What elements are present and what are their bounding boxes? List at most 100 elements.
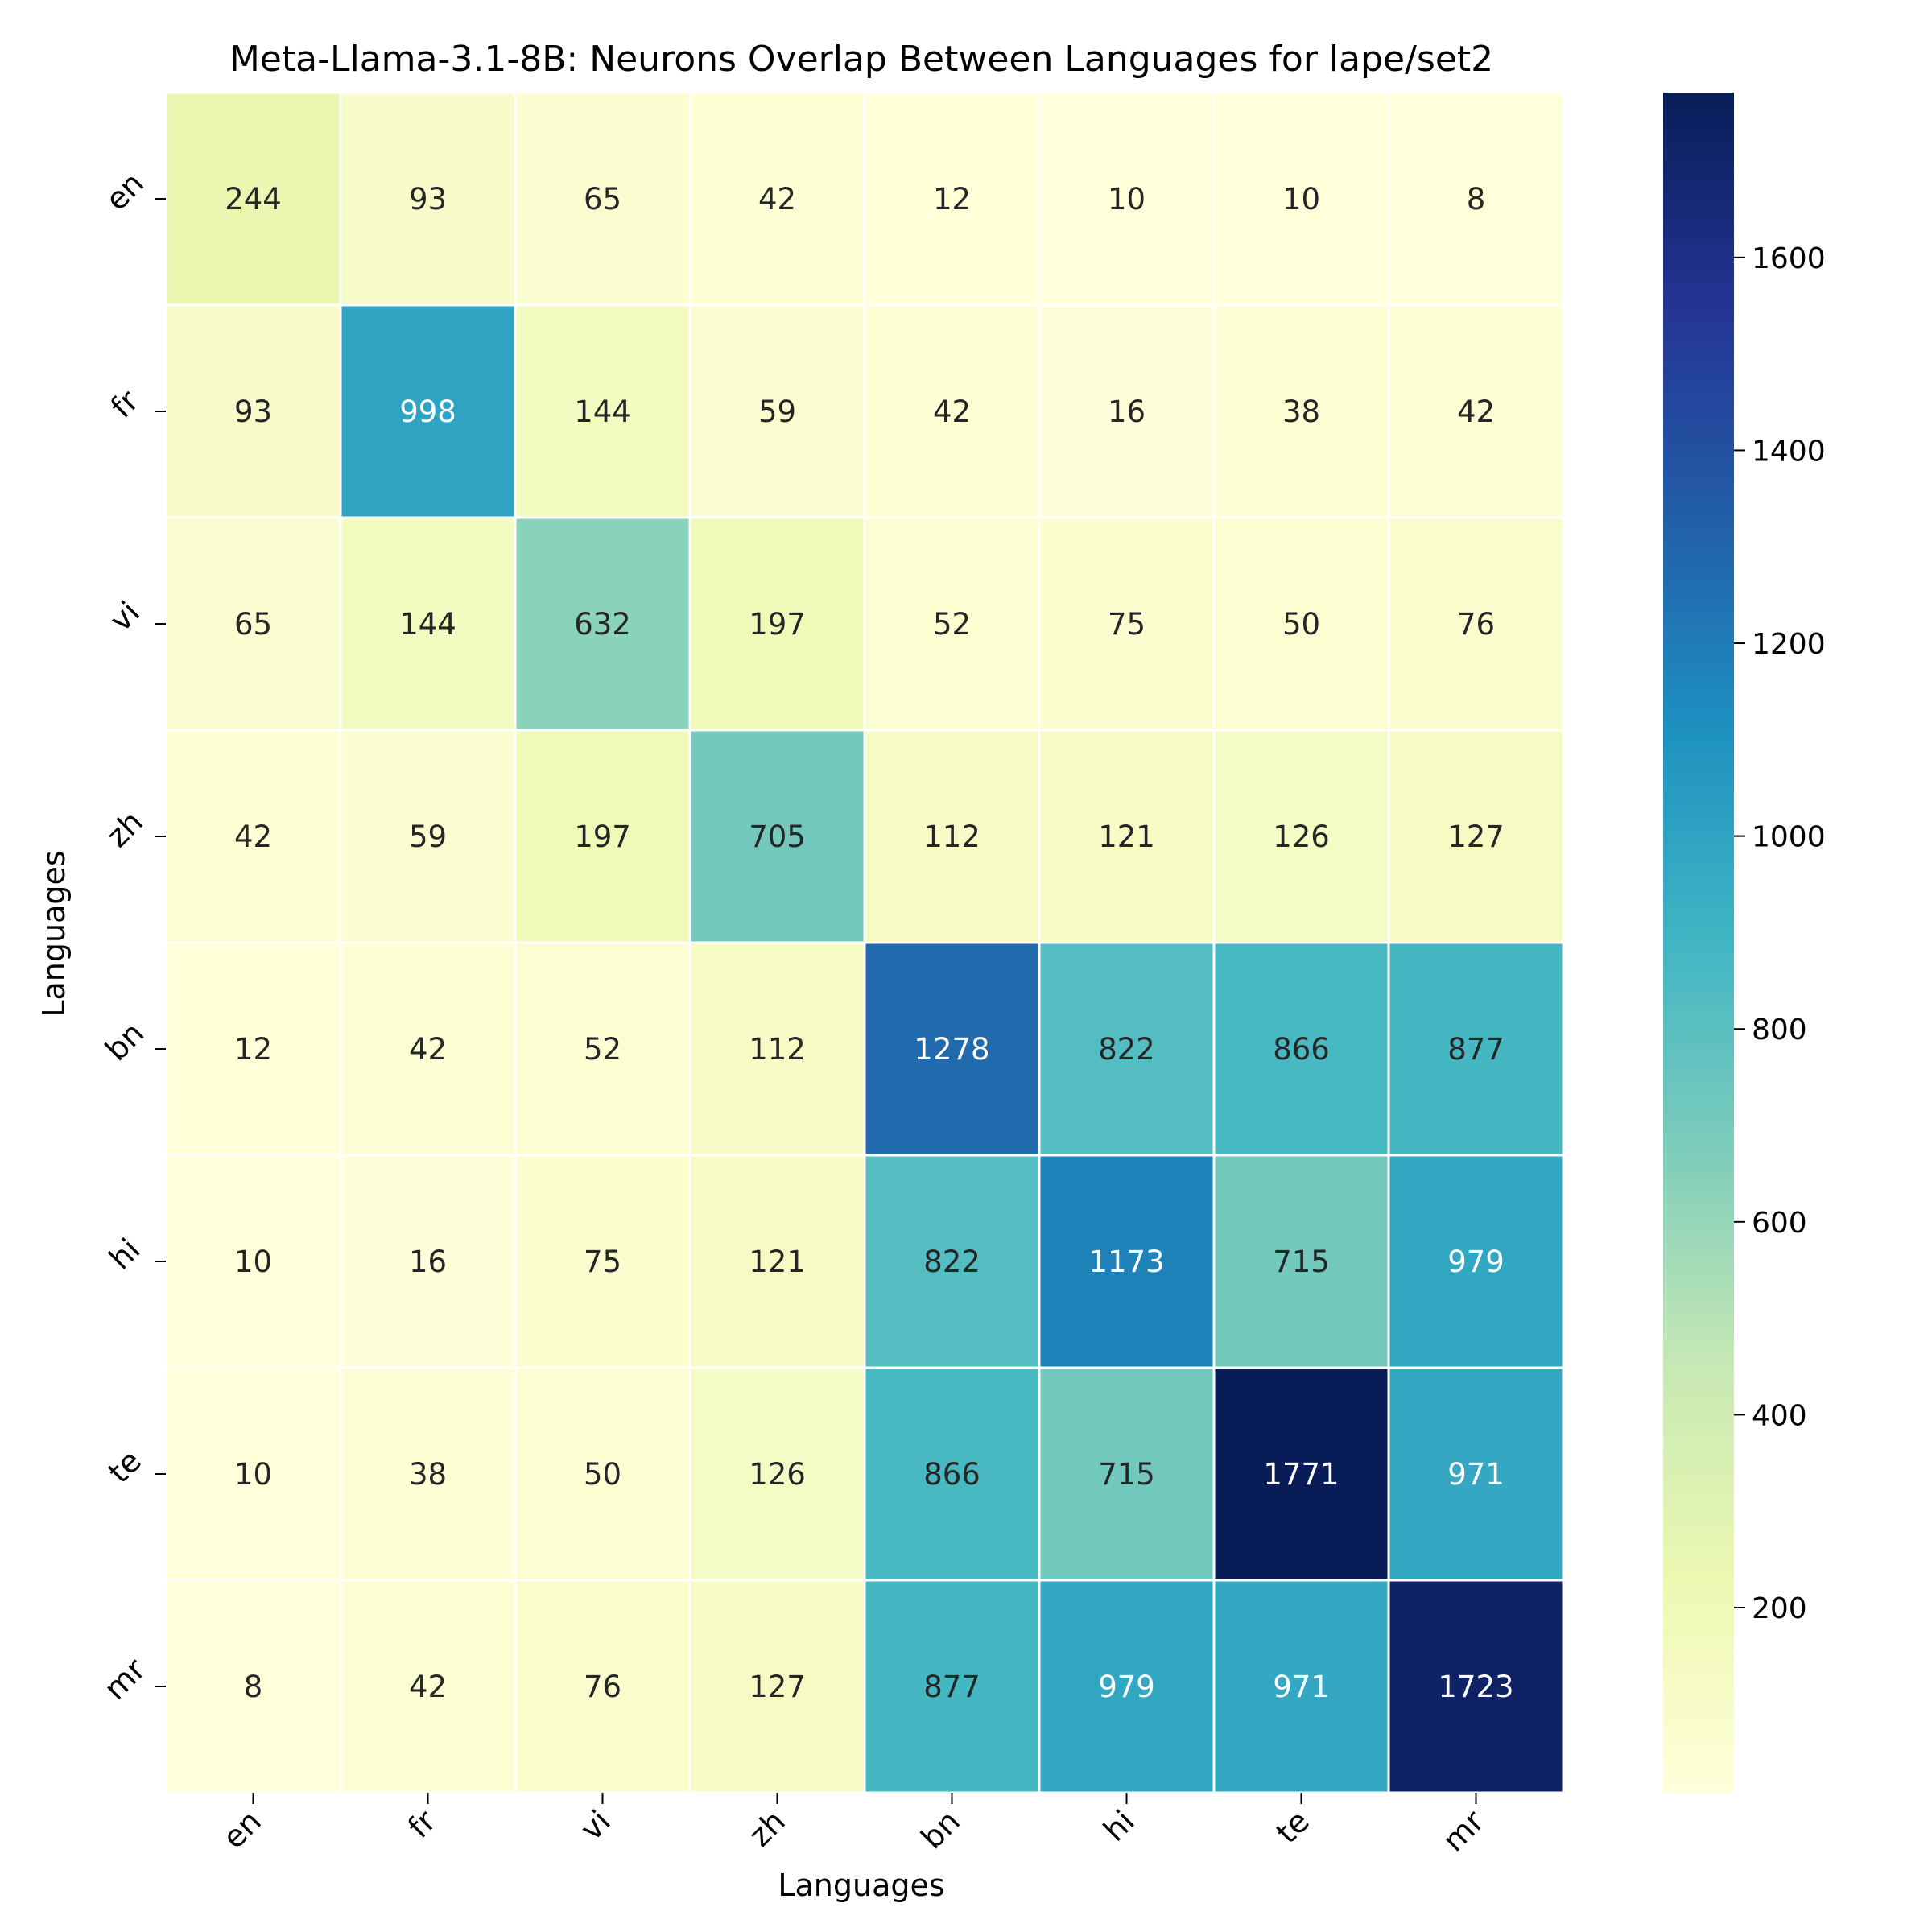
cell-value-label: 979 <box>1098 1670 1155 1704</box>
cell-value-label: 1278 <box>914 1032 989 1067</box>
cell-value-label: 822 <box>923 1245 980 1279</box>
heatmap-cell <box>164 729 342 944</box>
cell-value-label: 38 <box>409 1457 447 1492</box>
cell-value-label: 866 <box>1273 1032 1330 1067</box>
cell-value-label: 65 <box>234 607 272 642</box>
x-tick-label: fr <box>401 1803 443 1845</box>
cell-value-label: 16 <box>409 1245 447 1279</box>
heatmap-cell <box>1038 941 1216 1157</box>
y-axis-label: Languages <box>36 850 72 1017</box>
cell-value-label: 127 <box>1447 819 1505 854</box>
cell-value-label: 10 <box>1282 182 1320 217</box>
cell-value-label: 979 <box>1447 1245 1505 1279</box>
cell-value-label: 65 <box>584 182 621 217</box>
y-tick-label: zh <box>100 804 150 854</box>
heatmap-cell <box>1387 303 1565 519</box>
colorbar-tick-label: 600 <box>1752 1207 1807 1240</box>
colorbar-tick-label: 200 <box>1752 1592 1807 1625</box>
heatmap-cell <box>1212 1366 1390 1582</box>
cell-value-label: 16 <box>1108 394 1146 429</box>
cell-value-label: 866 <box>923 1457 980 1492</box>
cell-value-label: 126 <box>1273 819 1330 854</box>
cell-value-label: 12 <box>933 182 971 217</box>
heatmap-cell <box>164 1366 342 1582</box>
x-axis: en fr vi zh bn hi te mr <box>216 1793 1491 1859</box>
heatmap-cell <box>688 729 866 944</box>
y-tick-label: te <box>101 1443 148 1490</box>
cell-value-label: 121 <box>1098 819 1155 854</box>
heatmap-cell <box>514 1366 691 1582</box>
colorbar-tick-label: 400 <box>1752 1399 1807 1432</box>
heatmap-cell <box>863 941 1041 1157</box>
heatmap-cell <box>339 516 517 732</box>
heatmap-cell <box>514 1154 691 1369</box>
heatmap-cell <box>688 303 866 519</box>
cell-value-label: 38 <box>1282 394 1320 429</box>
heatmap-cell <box>1387 91 1565 307</box>
heatmap-cell <box>1212 1154 1390 1369</box>
x-tick-label: mr <box>1436 1803 1492 1859</box>
cell-value-label: 12 <box>234 1032 272 1067</box>
heatmap-cell <box>514 1579 691 1794</box>
cell-value-label: 76 <box>1457 607 1495 642</box>
x-tick-label: bn <box>914 1803 967 1856</box>
heatmap-cell <box>1038 516 1216 732</box>
heatmap-cell <box>863 729 1041 944</box>
heatmap-cell <box>514 91 691 307</box>
cell-value-label: 126 <box>749 1457 806 1492</box>
cell-value-label: 42 <box>409 1670 447 1704</box>
heatmap-cell <box>1212 729 1390 944</box>
x-tick-label: te <box>1269 1803 1316 1850</box>
x-tick-label: hi <box>1096 1803 1141 1848</box>
heatmap-cell <box>339 303 517 519</box>
y-tick-label: mr <box>97 1651 153 1707</box>
heatmap-cells: 244 93 65 42 12 10 10 8 93 998 144 59 42 16 38 42 65 144 6… <box>164 91 1565 1794</box>
cell-value-label: 822 <box>1098 1032 1155 1067</box>
heatmap-cell <box>1038 303 1216 519</box>
cell-value-label: 50 <box>1282 607 1320 642</box>
cell-value-label: 42 <box>409 1032 447 1067</box>
heatmap-cell <box>1387 1366 1565 1582</box>
heatmap-cell <box>1387 516 1565 732</box>
cell-value-label: 877 <box>923 1670 980 1704</box>
heatmap-cell <box>339 1366 517 1582</box>
cell-value-label: 93 <box>234 394 272 429</box>
heatmap-cell <box>1038 1154 1216 1369</box>
cell-value-label: 42 <box>933 394 971 429</box>
cell-value-label: 75 <box>584 1245 621 1279</box>
cell-value-label: 52 <box>584 1032 621 1067</box>
heatmap-cell <box>1212 941 1390 1157</box>
cell-value-label: 59 <box>409 819 447 854</box>
x-tick-label: zh <box>742 1803 792 1853</box>
heatmap-cell <box>1387 941 1565 1157</box>
heatmap-cell <box>688 941 866 1157</box>
chart-title: Meta-Llama-3.1-8B: Neurons Overlap Betwe… <box>229 39 1493 80</box>
heatmap-cell <box>863 1154 1041 1369</box>
cell-value-label: 1723 <box>1438 1670 1513 1704</box>
x-tick-label: en <box>216 1803 268 1856</box>
cell-value-label: 93 <box>409 182 447 217</box>
heatmap-cell <box>514 729 691 944</box>
cell-value-label: 50 <box>584 1457 621 1492</box>
cell-value-label: 144 <box>399 607 456 642</box>
heatmap-cell <box>688 516 866 732</box>
y-tick-label: bn <box>98 1015 151 1067</box>
y-tick-label: vi <box>103 595 147 638</box>
cell-value-label: 877 <box>1447 1032 1505 1067</box>
heatmap-cell <box>863 91 1041 307</box>
heatmap-cell <box>688 91 866 307</box>
y-axis: en fr vi zh bn hi te mr <box>97 165 166 1707</box>
cell-value-label: 112 <box>923 819 980 854</box>
heatmap-cell <box>1387 1579 1565 1794</box>
cell-value-label: 244 <box>225 182 282 217</box>
heatmap-cell <box>1038 91 1216 307</box>
cell-value-label: 1173 <box>1088 1245 1164 1279</box>
colorbar-tick-label: 1000 <box>1752 821 1826 854</box>
cell-value-label: 76 <box>584 1670 621 1704</box>
cell-value-label: 127 <box>749 1670 806 1704</box>
cell-value-label: 10 <box>1108 182 1146 217</box>
cell-value-label: 998 <box>399 394 456 429</box>
cell-value-label: 632 <box>574 607 631 642</box>
cell-value-label: 42 <box>758 182 796 217</box>
colorbar-tick-label: 1200 <box>1752 628 1826 661</box>
